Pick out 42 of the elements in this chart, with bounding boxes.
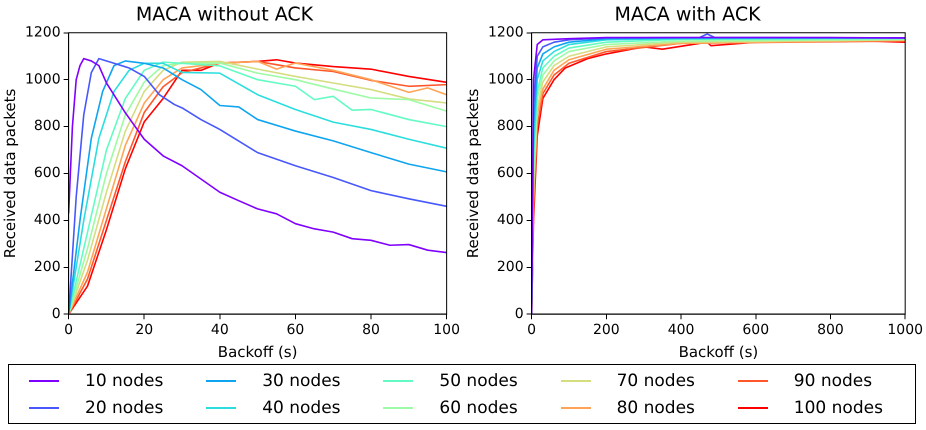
legend-label: 50 nodes [439, 370, 518, 390]
y-tick-label: 1200 [24, 24, 61, 40]
legend-label: 20 nodes [85, 398, 164, 418]
legend-label: 70 nodes [616, 370, 695, 390]
x-tick-label: 80 [362, 322, 380, 338]
x-axis-title: Backoff (s) [218, 342, 298, 361]
x-tick-label: 0 [64, 322, 74, 338]
x-tick-label: 1000 [887, 322, 924, 338]
y-tick-label: 1000 [24, 71, 61, 88]
x-tick-label: 600 [742, 322, 770, 338]
legend-label: 80 nodes [616, 398, 695, 418]
x-tick-label: 20 [135, 322, 154, 338]
legend-label: 60 nodes [439, 398, 518, 418]
legend-label: 100 nodes [794, 398, 883, 418]
legend-label: 90 nodes [794, 370, 872, 390]
x-axis-title: Backoff (s) [678, 342, 758, 361]
legend-label: 10 nodes [85, 370, 164, 390]
x-tick-label: 800 [817, 322, 844, 338]
x-tick-label: 200 [592, 322, 620, 338]
y-tick-label: 800 [496, 118, 524, 134]
legend-label: 30 nodes [262, 370, 341, 390]
x-tick-label: 60 [286, 322, 304, 338]
legend-label: 40 nodes [262, 398, 341, 418]
y-tick-label: 800 [34, 118, 61, 134]
x-tick-label: 40 [210, 322, 229, 338]
y-tick-label: 600 [34, 165, 61, 182]
y-tick-label: 200 [34, 258, 61, 275]
y-tick-label: 0 [52, 306, 61, 322]
y-tick-label: 200 [496, 258, 524, 275]
x-tick-label: 0 [527, 322, 536, 338]
chart-title: MACA with ACK [614, 3, 762, 26]
y-tick-label: 1200 [488, 24, 524, 40]
y-axis-title: Received data packets [464, 88, 482, 258]
y-tick-label: 400 [496, 212, 524, 228]
y-tick-label: 400 [34, 212, 61, 228]
y-tick-label: 1000 [488, 71, 524, 88]
y-tick-label: 600 [496, 165, 524, 182]
y-tick-label: 0 [514, 306, 524, 322]
x-tick-label: 400 [668, 322, 694, 338]
x-tick-label: 100 [433, 322, 460, 338]
chart-title: MACA without ACK [136, 3, 314, 26]
y-axis-title: Received data packets [0, 88, 19, 258]
